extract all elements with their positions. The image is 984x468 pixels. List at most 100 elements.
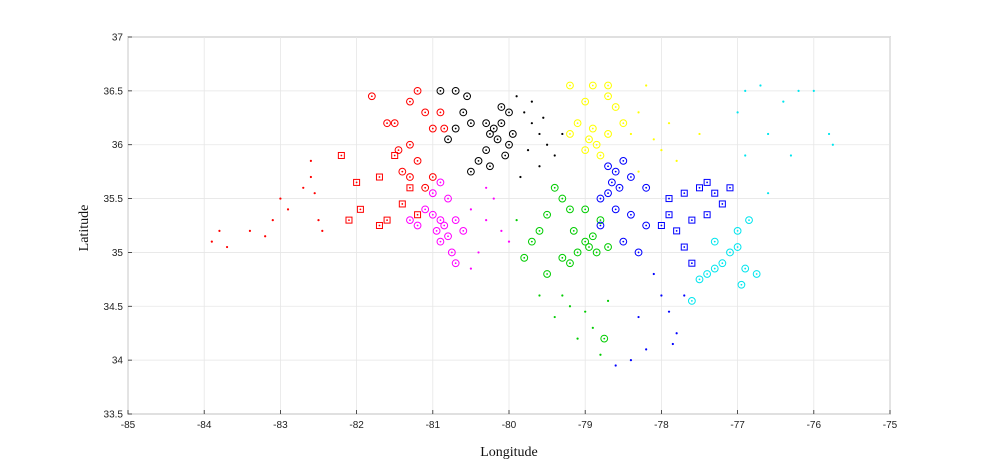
data-point-circle bbox=[627, 210, 635, 219]
data-point-square bbox=[718, 200, 726, 208]
data-point-dot bbox=[690, 262, 693, 265]
data-point-dot bbox=[740, 283, 743, 286]
data-point-dot bbox=[721, 203, 724, 205]
data-point-dot bbox=[348, 219, 350, 222]
data-point-dot bbox=[630, 176, 632, 178]
data-point-dot bbox=[447, 235, 449, 238]
data-point-dot bbox=[576, 337, 579, 340]
data-point-dot bbox=[607, 84, 609, 87]
data-point-circle bbox=[703, 270, 712, 278]
series-6 bbox=[596, 156, 734, 367]
data-point-dot bbox=[607, 192, 609, 195]
data-point-dot bbox=[386, 219, 388, 222]
data-point-circle bbox=[421, 205, 430, 214]
data-point-square bbox=[375, 222, 383, 229]
data-point-circle bbox=[390, 119, 399, 128]
data-point-square bbox=[414, 211, 422, 219]
data-point-circle bbox=[566, 81, 574, 90]
y-tick-label: 34.5 bbox=[104, 302, 124, 313]
data-point-dot bbox=[561, 197, 564, 200]
data-point-dot bbox=[729, 186, 731, 189]
data-point-circle bbox=[592, 248, 601, 257]
data-point-circle bbox=[482, 146, 491, 155]
data-point-dot bbox=[675, 332, 678, 335]
data-point-circle bbox=[573, 119, 582, 128]
data-point-circle bbox=[543, 210, 551, 219]
data-point-circle bbox=[467, 167, 475, 176]
data-point-square bbox=[665, 195, 673, 203]
data-point-circle bbox=[474, 156, 483, 165]
data-point-dot bbox=[500, 229, 503, 232]
data-point-dot bbox=[286, 208, 290, 211]
data-point-dot bbox=[439, 219, 442, 222]
data-point-dot bbox=[378, 176, 381, 178]
data-point-dot bbox=[416, 213, 419, 216]
data-point-square bbox=[657, 222, 665, 229]
data-point-circle bbox=[569, 226, 578, 235]
data-point-dot bbox=[538, 294, 541, 297]
data-point-dot bbox=[831, 143, 834, 146]
data-point-dot bbox=[706, 273, 709, 275]
data-point-dot bbox=[652, 138, 655, 141]
x-tick-label: -84 bbox=[197, 420, 212, 431]
data-point-circle bbox=[558, 253, 567, 262]
data-point-dot bbox=[416, 89, 419, 92]
axis-ticks: -85 -84 -83 -82 -81 -80 -79 -78 -77 -76 -75 33.5 34 3… bbox=[104, 33, 898, 432]
data-point-dot bbox=[591, 127, 594, 130]
data-point-dot bbox=[584, 208, 587, 211]
data-point-circle bbox=[604, 243, 612, 251]
data-point-dot bbox=[248, 229, 252, 232]
data-point-circle bbox=[619, 119, 628, 128]
data-point-square bbox=[665, 211, 673, 219]
data-point-circle bbox=[627, 173, 635, 181]
data-point-dot bbox=[271, 219, 274, 222]
y-tick-label: 33.5 bbox=[104, 410, 124, 421]
data-point-circle bbox=[687, 297, 696, 305]
data-point-dot bbox=[409, 186, 411, 189]
data-point-circle bbox=[489, 124, 498, 133]
y-axis-title: Latitude bbox=[77, 205, 92, 252]
data-point-dot bbox=[591, 326, 594, 329]
data-point-dot bbox=[607, 165, 609, 168]
series-1 bbox=[210, 86, 449, 249]
data-point-dot bbox=[401, 203, 404, 205]
data-point-circle bbox=[741, 264, 750, 273]
data-point-dot bbox=[721, 262, 724, 265]
data-point-dot bbox=[218, 229, 221, 232]
data-point-circle bbox=[642, 183, 651, 192]
data-point-dot bbox=[443, 224, 446, 227]
data-point-circle bbox=[710, 237, 719, 246]
data-point-dot bbox=[485, 186, 488, 189]
data-point-square bbox=[345, 216, 353, 224]
x-tick-label: -79 bbox=[578, 420, 593, 431]
data-point-circle bbox=[752, 270, 761, 278]
data-point-dot bbox=[591, 84, 594, 87]
data-point-circle bbox=[566, 259, 574, 268]
data-point-dot bbox=[584, 100, 587, 103]
data-point-dot bbox=[538, 229, 541, 232]
series-4 bbox=[406, 178, 511, 270]
data-point-dot bbox=[409, 219, 411, 222]
data-point-dot bbox=[485, 122, 488, 125]
data-point-dot bbox=[607, 246, 609, 248]
data-point-dot bbox=[607, 95, 609, 98]
data-point-dot bbox=[645, 224, 648, 227]
data-point-circle bbox=[634, 248, 643, 257]
data-point-dot bbox=[523, 256, 526, 259]
y-tick-label: 34 bbox=[112, 356, 124, 367]
data-point-dot bbox=[629, 359, 633, 362]
data-point-dot bbox=[637, 251, 640, 254]
data-point-dot bbox=[683, 294, 686, 297]
data-point-dot bbox=[668, 197, 670, 200]
x-tick-label: -82 bbox=[349, 420, 364, 431]
data-point-circle bbox=[436, 108, 445, 117]
data-point-square bbox=[703, 211, 711, 219]
data-point-dot bbox=[667, 310, 671, 313]
data-point-dot bbox=[393, 122, 396, 125]
data-point-circle bbox=[642, 221, 651, 230]
data-point-dot bbox=[435, 229, 438, 232]
data-point-dot bbox=[622, 240, 625, 243]
data-point-circle bbox=[451, 216, 460, 225]
series-2 bbox=[436, 86, 564, 179]
data-point-dot bbox=[526, 149, 530, 152]
